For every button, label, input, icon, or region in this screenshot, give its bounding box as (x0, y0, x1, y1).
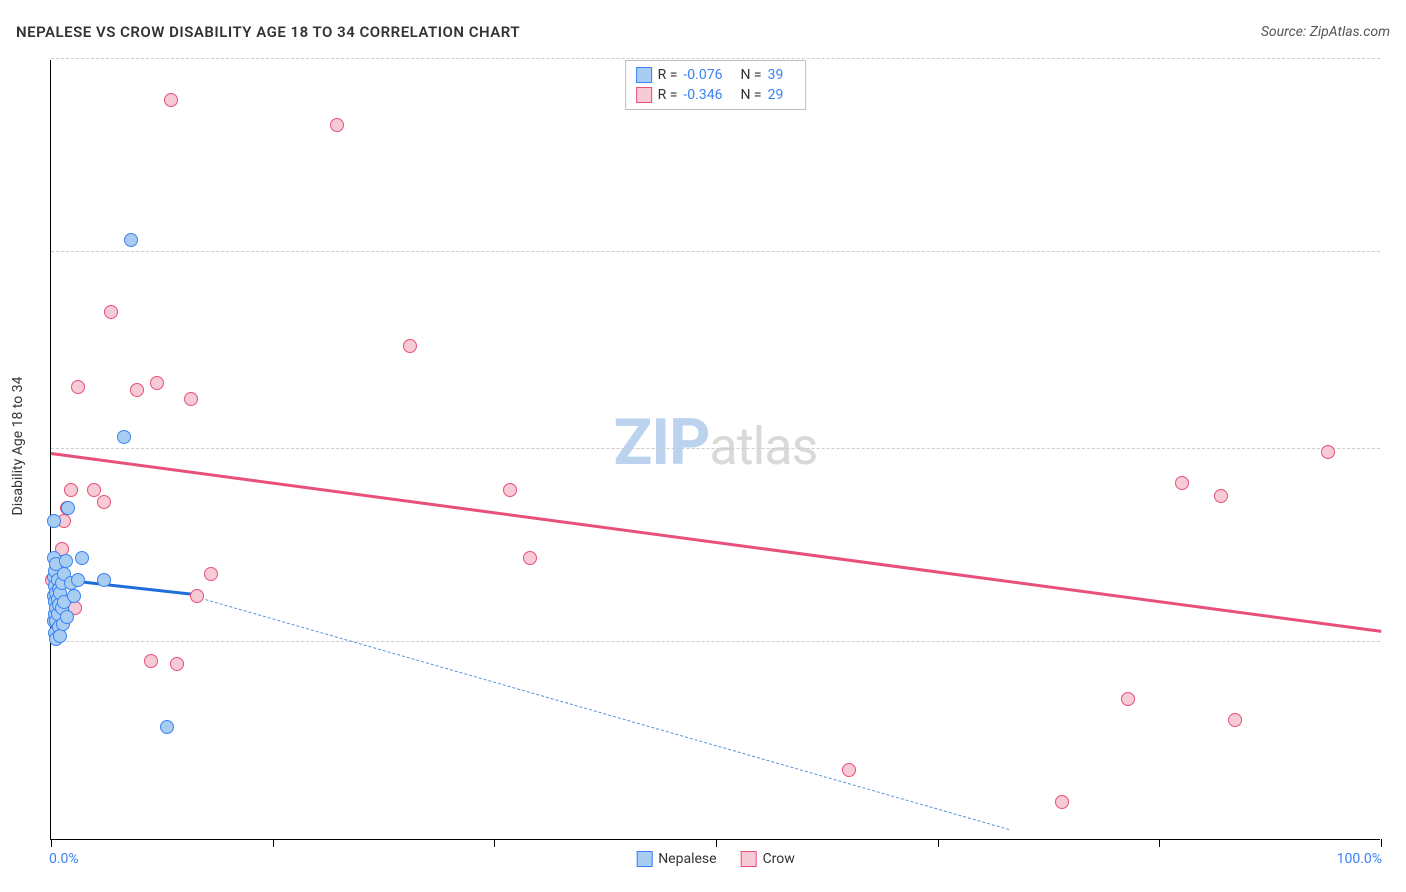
data-point (71, 380, 85, 394)
source-label: Source: ZipAtlas.com (1261, 24, 1390, 40)
ytick-label: 12.5% (1388, 433, 1406, 449)
stats-row-nepalese: R = -0.076 N = 39 (636, 65, 796, 85)
xtick (1159, 839, 1160, 847)
xtick-label-left: 0.0% (49, 851, 79, 867)
xtick (1381, 839, 1382, 847)
chart-title: NEPALESE VS CROW DISABILITY AGE 18 TO 34… (16, 23, 520, 41)
legend-label-nepalese: Nepalese (658, 851, 716, 867)
data-point (150, 376, 164, 390)
gridline-h (51, 58, 1380, 59)
stats-legend: R = -0.076 N = 39 R = -0.346 N = 29 (625, 60, 807, 110)
data-point (1175, 476, 1189, 490)
legend-item-crow: Crow (741, 851, 795, 867)
ytick-label: 25.0% (1388, 43, 1406, 59)
swatch-crow (741, 851, 757, 867)
ytick-label: 6.3% (1388, 626, 1406, 642)
data-point (1214, 489, 1228, 503)
n-value-crow: 29 (768, 87, 784, 103)
n-label: N = (740, 67, 761, 83)
xtick (51, 839, 52, 847)
data-point (71, 573, 85, 587)
data-point (144, 654, 158, 668)
data-point (1121, 692, 1135, 706)
data-point (53, 629, 67, 643)
xtick (716, 839, 717, 847)
data-point (124, 233, 138, 247)
data-point (117, 430, 131, 444)
data-point (164, 93, 178, 107)
data-point (330, 118, 344, 132)
watermark-atlas: atlas (709, 416, 817, 477)
swatch-nepalese (636, 67, 652, 83)
data-point (60, 610, 74, 624)
xtick (273, 839, 274, 847)
data-point (184, 392, 198, 406)
data-point (59, 554, 73, 568)
gridline-h (51, 641, 1380, 642)
watermark-zip: ZIP (614, 405, 710, 480)
series-legend: Nepalese Crow (636, 851, 795, 867)
data-point (1228, 713, 1242, 727)
data-point (1321, 445, 1335, 459)
data-point (104, 305, 118, 319)
data-point (170, 657, 184, 671)
data-point (67, 589, 81, 603)
data-point (64, 483, 78, 497)
data-point (61, 501, 75, 515)
legend-label-crow: Crow (763, 851, 795, 867)
data-point (1055, 795, 1069, 809)
legend-item-nepalese: Nepalese (636, 851, 716, 867)
data-point (523, 551, 537, 565)
gridline-h (51, 251, 1380, 252)
data-point (503, 483, 517, 497)
n-value-nepalese: 39 (768, 67, 784, 83)
title-row: NEPALESE VS CROW DISABILITY AGE 18 TO 34… (16, 20, 1390, 44)
data-point (97, 573, 111, 587)
data-point (97, 495, 111, 509)
r-label: R = (658, 67, 678, 83)
plot-area: ZIPatlas R = -0.076 N = 39 R = -0.346 N … (50, 60, 1380, 840)
trend-line (191, 595, 1009, 830)
data-point (204, 567, 218, 581)
data-point (842, 763, 856, 777)
r-label: R = (658, 87, 678, 103)
ytick-label: 18.8% (1388, 236, 1406, 252)
watermark: ZIPatlas (614, 405, 818, 480)
swatch-crow (636, 87, 652, 103)
stats-row-crow: R = -0.346 N = 29 (636, 85, 796, 105)
y-axis-label: Disability Age 18 to 34 (10, 377, 26, 516)
data-point (87, 483, 101, 497)
swatch-nepalese (636, 851, 652, 867)
xtick-label-right: 100.0% (1337, 851, 1382, 867)
n-label: N = (740, 87, 761, 103)
gridline-h (51, 448, 1380, 449)
data-point (130, 383, 144, 397)
data-point (75, 551, 89, 565)
r-value-nepalese: -0.076 (683, 67, 722, 83)
data-point (403, 339, 417, 353)
xtick (494, 839, 495, 847)
data-point (190, 589, 204, 603)
data-point (160, 720, 174, 734)
r-value-crow: -0.346 (683, 87, 722, 103)
data-point (47, 514, 61, 528)
xtick (938, 839, 939, 847)
chart-container: NEPALESE VS CROW DISABILITY AGE 18 TO 34… (0, 0, 1406, 892)
